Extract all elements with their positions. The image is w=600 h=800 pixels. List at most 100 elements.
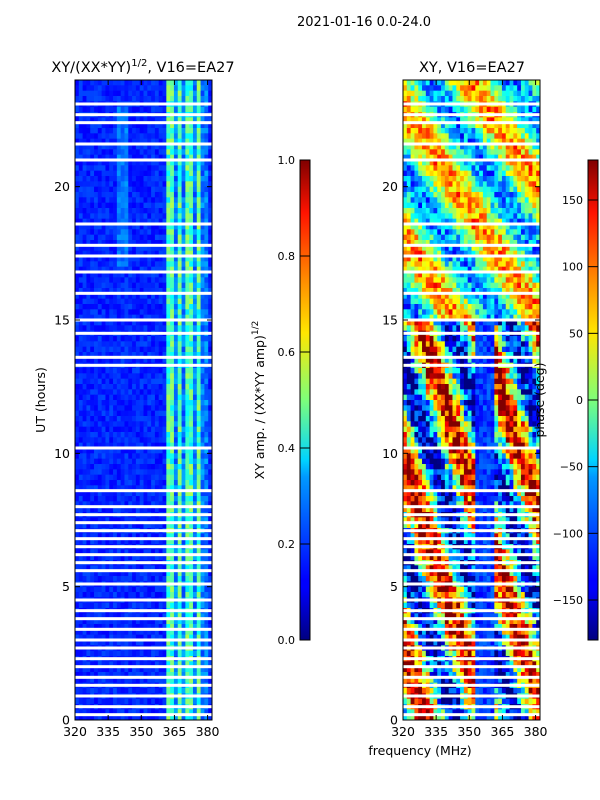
heatmap-cell [498,128,503,134]
heatmap-cell [204,672,209,678]
heatmap-cell [86,549,91,556]
heatmap-cell [97,176,103,182]
heatmap-cell [116,357,122,364]
heatmap-cell [204,277,209,284]
heatmap-cell [101,437,106,444]
heatmap-cell [151,80,156,86]
heatmap-cell [173,474,179,481]
heatmap-cell [181,570,186,577]
heatmap-cell [192,506,198,513]
heatmap-cell [162,128,167,134]
heatmap-cell [135,490,141,497]
heatmap-cell [196,458,201,465]
heatmap-cell [196,640,201,646]
heatmap-cell [463,96,469,102]
heatmap-cell [78,122,84,129]
heatmap-cell [166,128,171,134]
heatmap-cell [189,186,194,193]
heatmap-cell [78,346,84,353]
heatmap-cell [482,154,488,161]
heatmap-cell [162,554,167,561]
heatmap-cell [528,165,533,172]
heatmap-cell [422,170,427,177]
flagged-row [75,102,212,106]
heatmap-cell [135,416,141,422]
heatmap-cell [139,272,144,278]
heatmap-cell [414,80,419,86]
heatmap-cell [75,426,80,433]
heatmap-cell [200,117,205,124]
heatmap-cell [208,357,213,364]
heatmap-cell [113,117,118,124]
heatmap-cell [441,144,446,150]
heatmap-cell [105,437,110,444]
heatmap-cell [181,288,186,294]
heatmap-cell [403,96,408,102]
heatmap-cell [181,458,186,465]
heatmap-cell [185,309,190,316]
heatmap-cell [113,261,118,268]
heatmap-cell [181,368,186,374]
heatmap-cell [128,394,133,401]
heatmap-cell [505,106,510,113]
heatmap-cell [200,714,205,721]
heatmap-cell [162,714,167,721]
heatmap-cell [196,517,201,524]
heatmap-cell [75,389,80,396]
heatmap-cell [460,138,465,145]
heatmap-cell [82,613,87,620]
heatmap-cell [86,96,91,102]
heatmap-cell [94,202,99,209]
heatmap-cell [189,565,194,572]
heatmap-cell [196,320,201,326]
heatmap-cell [78,314,84,321]
heatmap-cell [520,106,526,113]
heatmap-cell [132,517,137,524]
heatmap-cell [128,357,133,364]
heatmap-cell [181,624,186,630]
heatmap-cell [192,282,198,289]
heatmap-cell [200,570,205,577]
heatmap-cell [192,277,198,284]
heatmap-cell [536,149,541,156]
heatmap-cell [86,149,91,156]
heatmap-cell [204,490,209,497]
heatmap-cell [166,160,171,166]
heatmap-cell [94,314,99,321]
heatmap-cell [181,90,186,97]
heatmap-cell [82,496,87,502]
heatmap-cell [151,304,156,310]
heatmap-cell [452,117,457,124]
heatmap-cell [82,480,87,486]
heatmap-cell [181,394,186,401]
heatmap-cell [120,490,125,497]
heatmap-cell [132,149,137,156]
heatmap-cell [185,80,190,86]
heatmap-cell [101,672,106,678]
heatmap-cell [177,464,182,470]
flagged-row [75,553,212,557]
heatmap-cell [173,117,179,124]
heatmap-cell [143,448,148,454]
heatmap-cell [475,165,480,172]
heatmap-cell [208,506,213,513]
heatmap-cell [166,368,171,374]
heatmap-cell [479,154,484,161]
heatmap-cell [97,352,103,358]
heatmap-cell [94,464,99,470]
heatmap-cell [170,165,175,172]
heatmap-cell [105,298,110,305]
heatmap-cell [425,117,431,124]
heatmap-cell [154,373,160,380]
heatmap-cell [124,602,129,609]
heatmap-cell [475,160,480,166]
heatmap-cell [75,192,80,198]
heatmap-cell [482,96,488,102]
heatmap-cell [185,490,190,497]
heatmap-cell [82,133,87,140]
heatmap-cell [189,592,194,598]
heatmap-cell [105,309,110,316]
heatmap-cell [147,650,152,657]
heatmap-cell [94,650,99,657]
heatmap-cell [437,144,442,150]
